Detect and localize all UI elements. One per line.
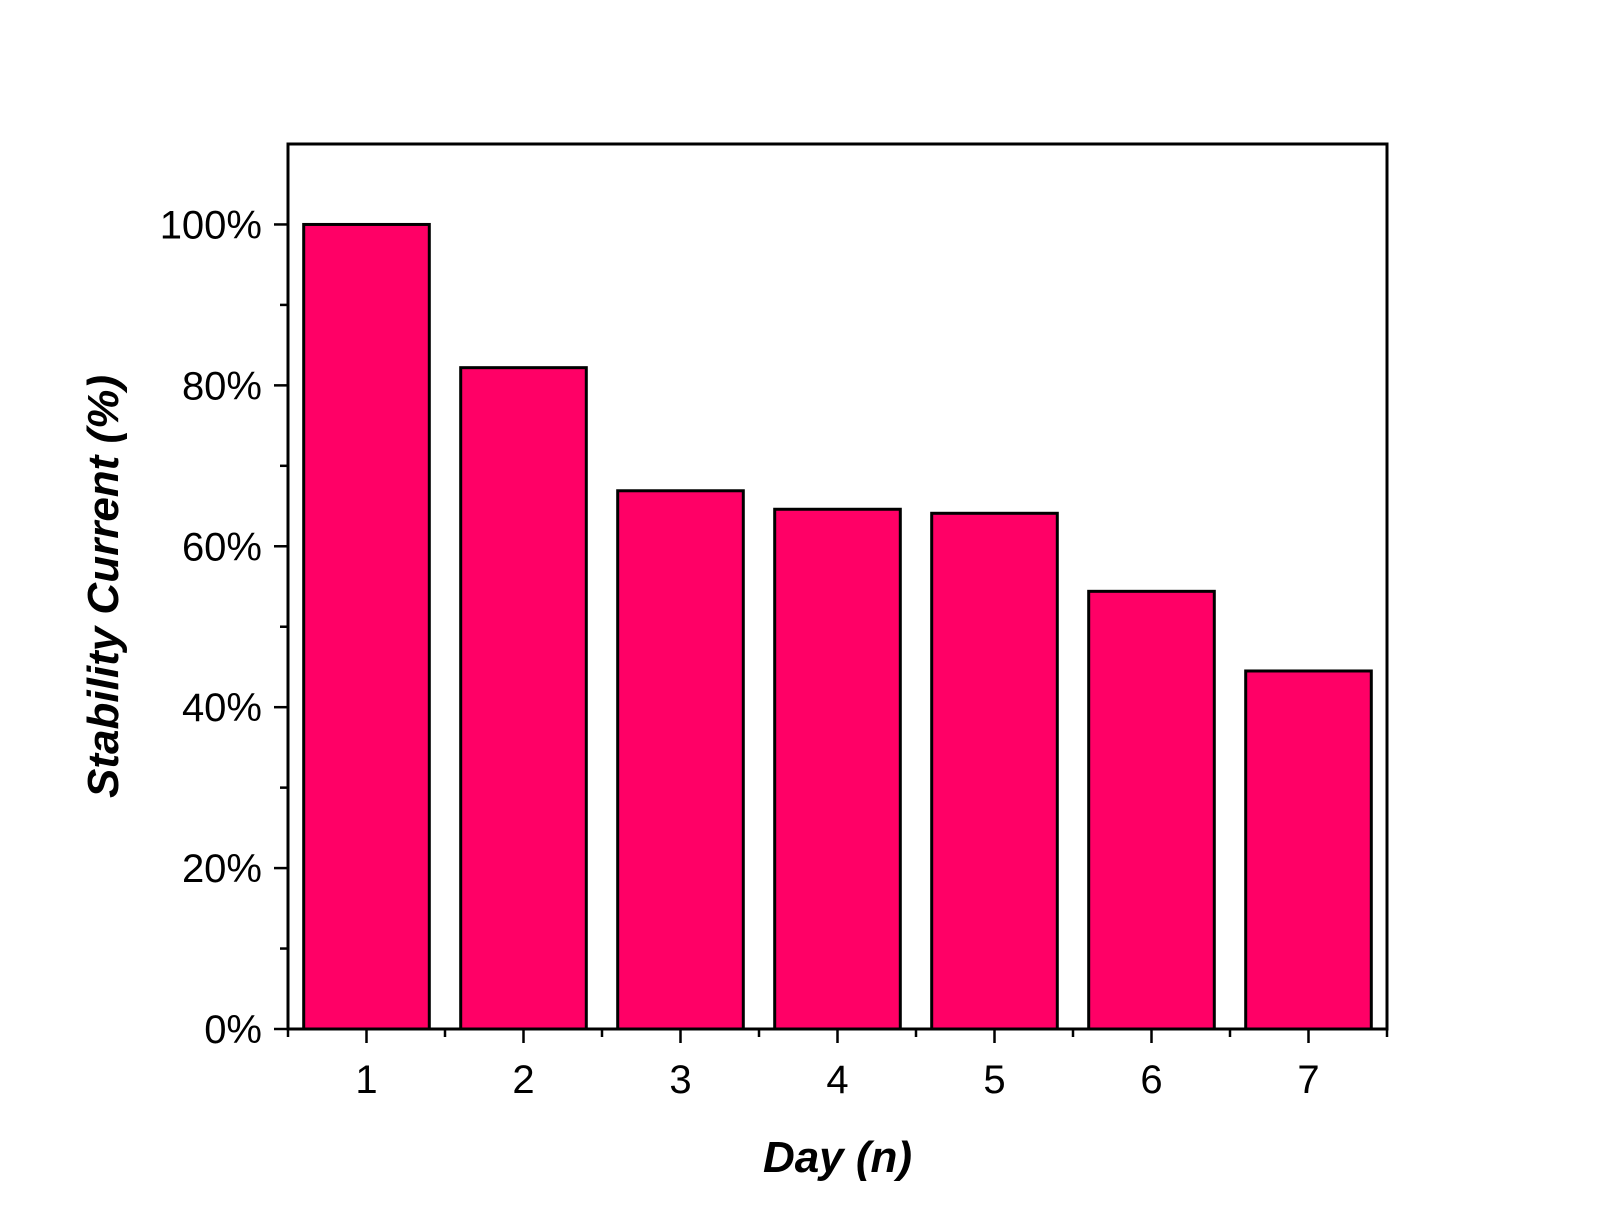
x-axis-ticks: 1 2 3 4 5 6 7 [286, 1029, 1389, 1102]
x-tick-label: 3 [669, 1058, 691, 1102]
y-tick-label: 80% [182, 364, 262, 408]
bar-day-1 [302, 222, 431, 1031]
y-tick-label: 40% [182, 686, 262, 730]
y-tick-label: 0% [204, 1008, 262, 1052]
x-tick-label: 6 [1140, 1058, 1162, 1102]
bar-day-3 [616, 489, 745, 1031]
x-tick-label: 2 [512, 1058, 534, 1102]
bar-day-7 [1244, 669, 1373, 1031]
bar-day-6 [1087, 589, 1216, 1031]
y-tick-label: 100% [160, 203, 262, 247]
y-tick-label: 60% [182, 525, 262, 569]
x-tick-label: 5 [983, 1058, 1005, 1102]
bar-day-2 [459, 366, 588, 1031]
y-axis-ticks: 0% 20% 40% 60% 80% 100% [160, 203, 288, 1052]
bars-layer [302, 222, 1373, 1031]
x-tick-label: 4 [826, 1058, 848, 1102]
bar-day-4 [773, 507, 902, 1031]
x-tick-label: 7 [1297, 1058, 1319, 1102]
x-axis-title: Day (n) [763, 1133, 912, 1182]
bar-day-5 [930, 511, 1059, 1031]
y-axis-title: Stability Current (%) [79, 375, 128, 798]
x-tick-label: 1 [355, 1058, 377, 1102]
y-tick-label: 20% [182, 847, 262, 891]
